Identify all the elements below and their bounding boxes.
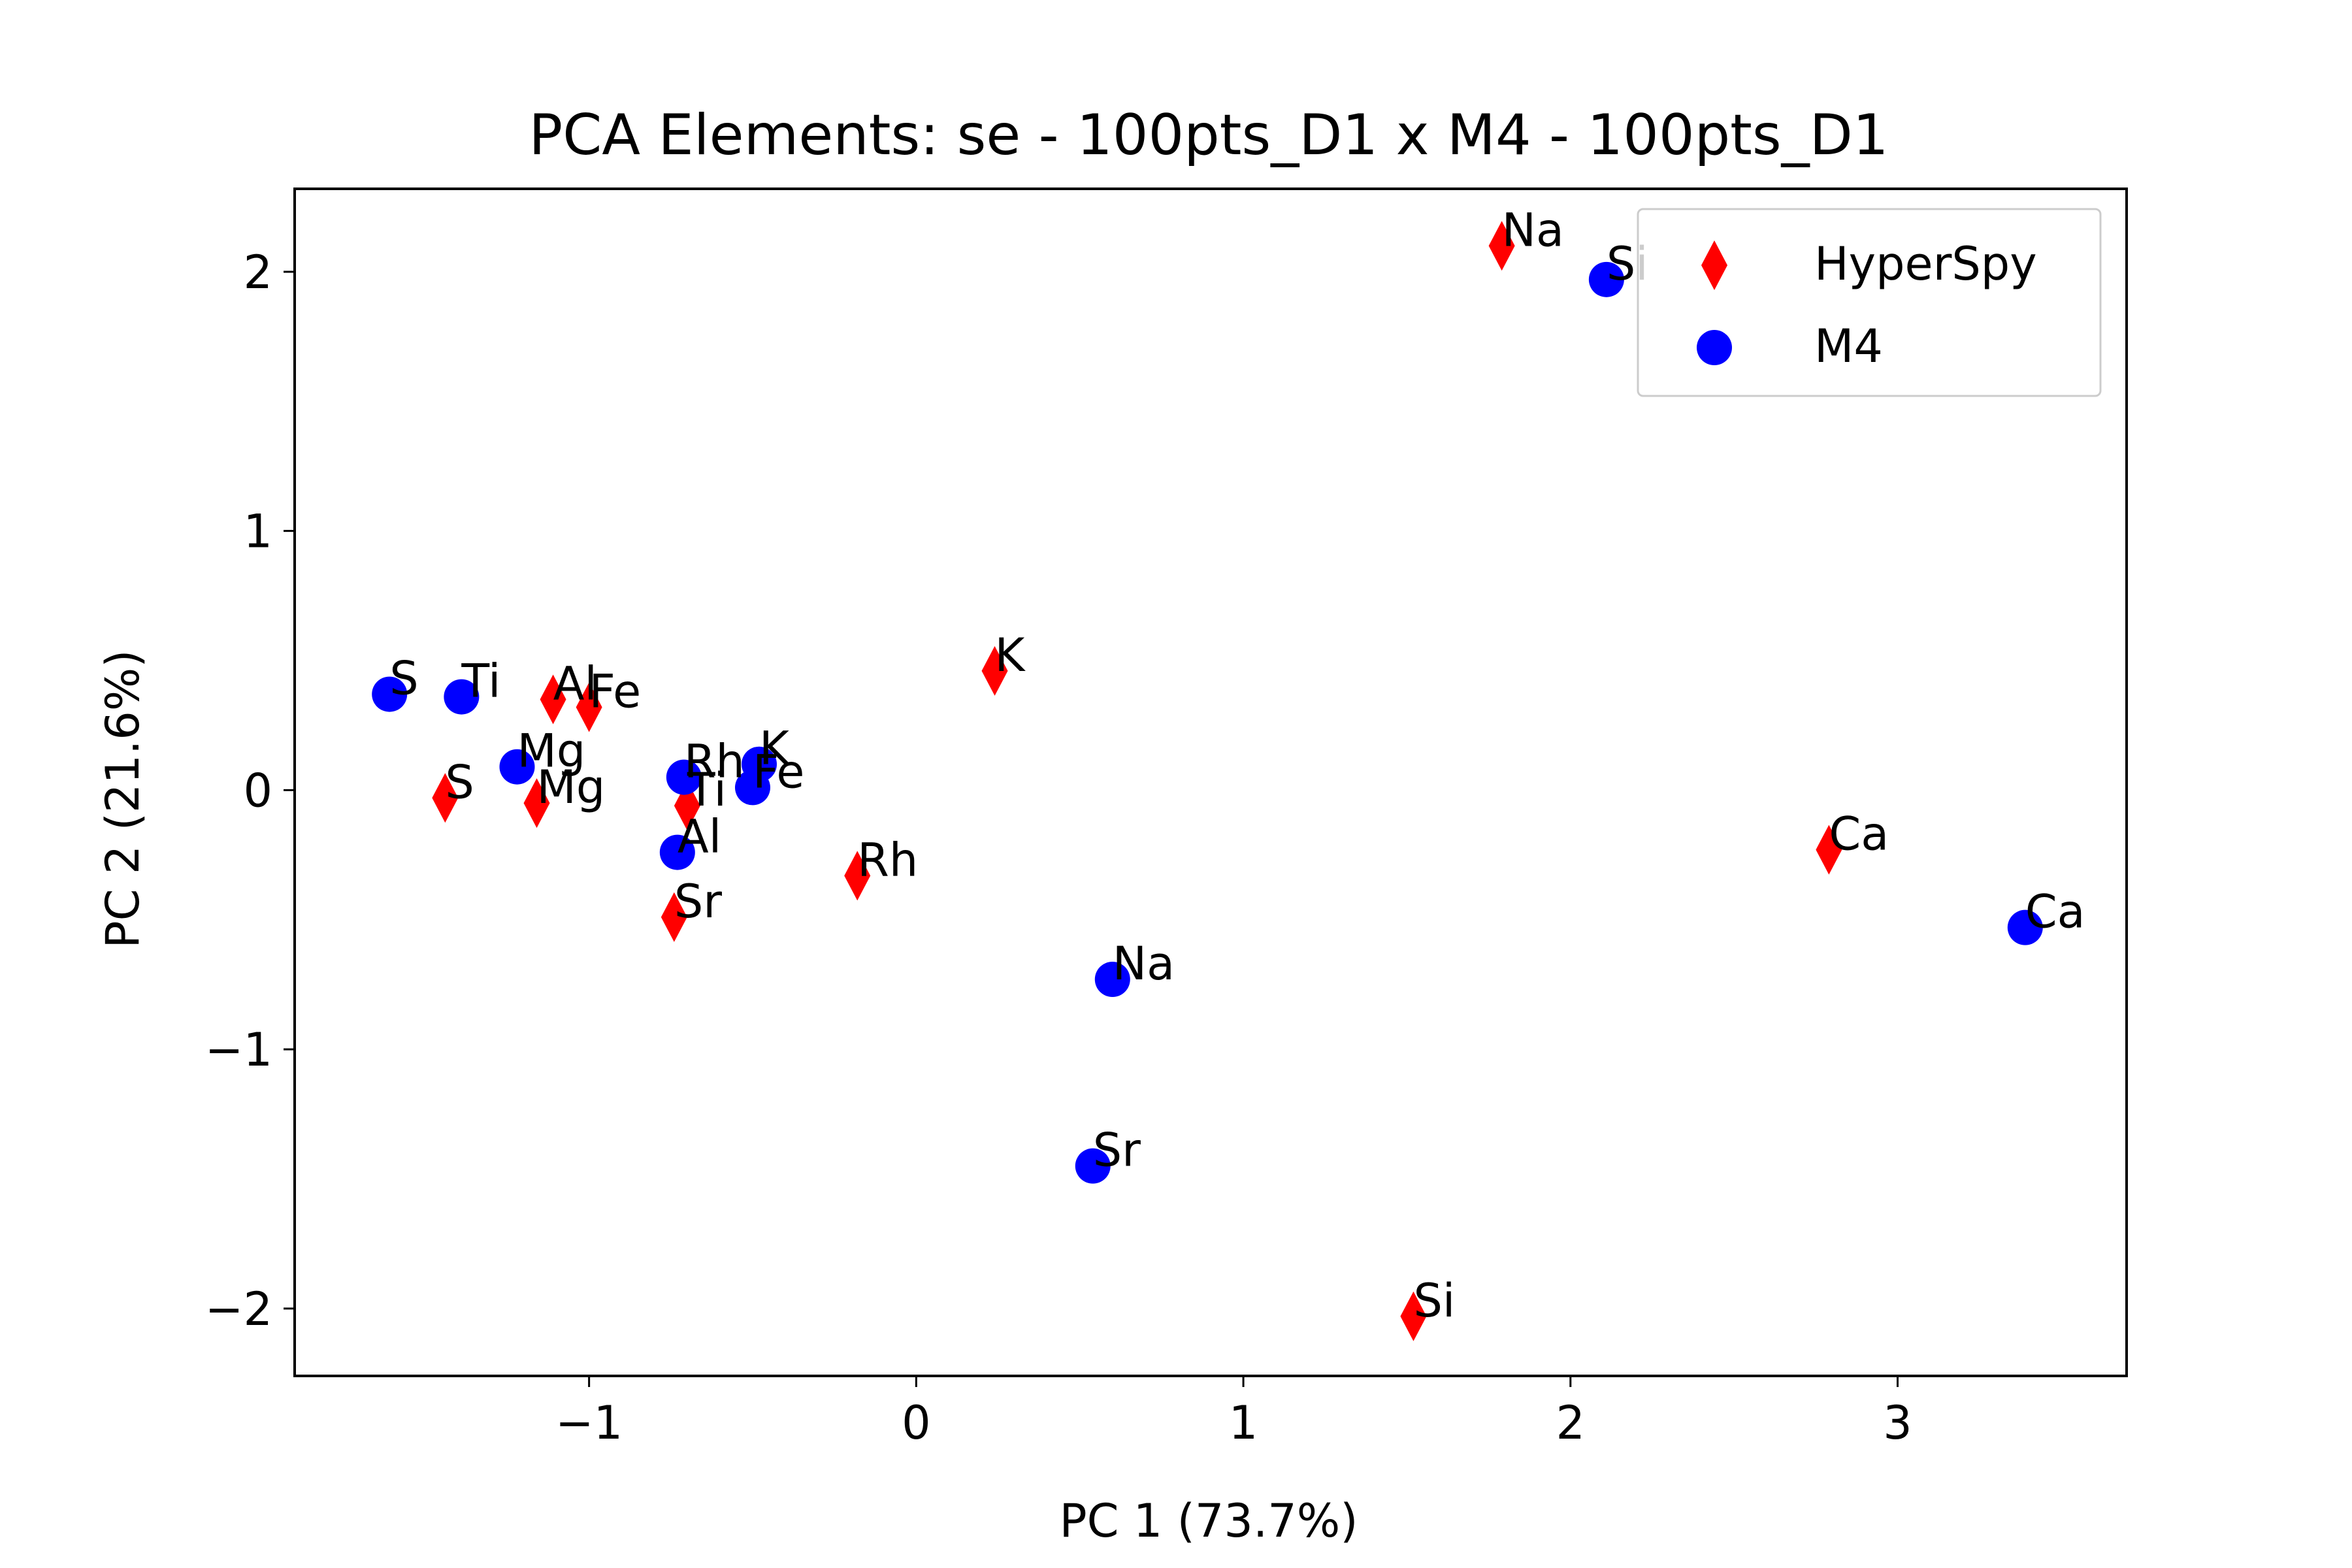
hyperspy-point	[661, 892, 687, 942]
x-tick-label: 2	[1556, 1396, 1586, 1450]
point-label: S	[389, 652, 418, 706]
point-label: Mg	[537, 760, 606, 814]
m4-point	[1094, 962, 1130, 998]
legend-box	[1637, 208, 2102, 397]
x-tick-label: 3	[1883, 1396, 1912, 1450]
hyperspy-point	[1400, 1291, 1427, 1341]
hyperspy-point	[540, 674, 566, 725]
point-label: Sr	[674, 875, 722, 928]
y-tick-label: 2	[243, 246, 272, 299]
point-label: Na	[1113, 937, 1175, 990]
point-label: Mg	[517, 725, 585, 778]
point-label: Al	[678, 810, 721, 864]
legend-label: M4	[1814, 319, 1883, 373]
y-axis-label: PC 2 (21.6%)	[96, 649, 150, 948]
y-tick-label: 1	[243, 505, 272, 559]
point-label: Na	[1502, 203, 1564, 257]
m4-point	[499, 749, 535, 785]
point-label: Rh	[684, 735, 745, 789]
point-label: Fe	[753, 745, 805, 798]
x-axis: −1 0 1 2 3	[555, 1376, 1912, 1450]
hyperspy-point	[1816, 825, 1842, 875]
hyperspy-point	[844, 851, 871, 901]
y-tick-label: 0	[243, 764, 272, 817]
point-label: Si	[1413, 1274, 1455, 1328]
point-label: Fe	[589, 664, 642, 718]
legend-label: HyperSpy	[1814, 237, 2037, 291]
hyperspy-point	[981, 645, 1008, 696]
hyperspy-point	[523, 778, 550, 828]
x-tick-label: 1	[1229, 1396, 1258, 1450]
point-label: Ca	[2025, 885, 2085, 939]
legend: HyperSpy M4	[1637, 208, 2102, 397]
hyperspy-point	[432, 773, 459, 823]
m4-point	[666, 759, 702, 795]
point-label: K	[995, 629, 1026, 682]
m4-point	[659, 834, 695, 870]
x-axis-label: PC 1 (73.7%)	[1059, 1494, 1358, 1548]
y-tick-label: −2	[205, 1282, 272, 1336]
legend-marker-hyperspy	[1701, 240, 1727, 290]
x-tick-label: −1	[555, 1396, 623, 1450]
point-label: S	[445, 755, 474, 809]
point-label: Ti	[461, 655, 500, 708]
chart-title: PCA Elements: se - 100pts_D1 x M4 - 100p…	[529, 103, 1888, 168]
hyperspy-point	[1488, 221, 1515, 271]
m4-point	[444, 679, 480, 715]
point-label: Ti	[687, 763, 727, 817]
plot-frame	[293, 188, 2128, 1377]
point-label: Al	[553, 657, 597, 711]
m4-point	[372, 676, 408, 712]
m4-point	[1588, 261, 1624, 297]
series-m4	[372, 261, 2043, 1184]
y-axis: −2 −1 0 1 2	[205, 246, 295, 1336]
y-tick-label: −1	[205, 1023, 272, 1077]
point-label: K	[759, 722, 791, 776]
point-label: Sr	[1093, 1124, 1141, 1177]
hyperspy-point	[576, 682, 602, 732]
m4-point	[735, 770, 770, 806]
x-tick-label: 0	[902, 1396, 931, 1450]
point-label: Ca	[1829, 808, 1889, 861]
m4-point	[1075, 1148, 1111, 1184]
m4-point	[2007, 909, 2043, 945]
point-label: Rh	[857, 833, 918, 887]
legend-marker-m4	[1697, 330, 1732, 365]
